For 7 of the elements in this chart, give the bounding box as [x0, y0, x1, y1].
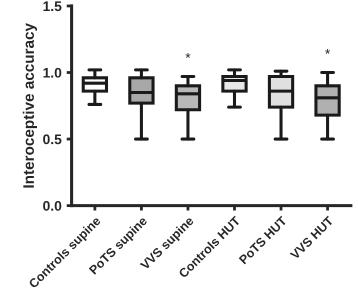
y-tick-label: 1.0: [43, 68, 62, 78]
annotation: *: [185, 52, 190, 58]
y-tick-label: 1.5: [43, 1, 62, 12]
y-axis-title: Interoceptive accuracy: [22, 23, 38, 188]
y-tick-label: 0.5: [43, 134, 62, 144]
annotation: *: [325, 48, 330, 54]
y-tick-label: 0.0: [43, 200, 62, 211]
